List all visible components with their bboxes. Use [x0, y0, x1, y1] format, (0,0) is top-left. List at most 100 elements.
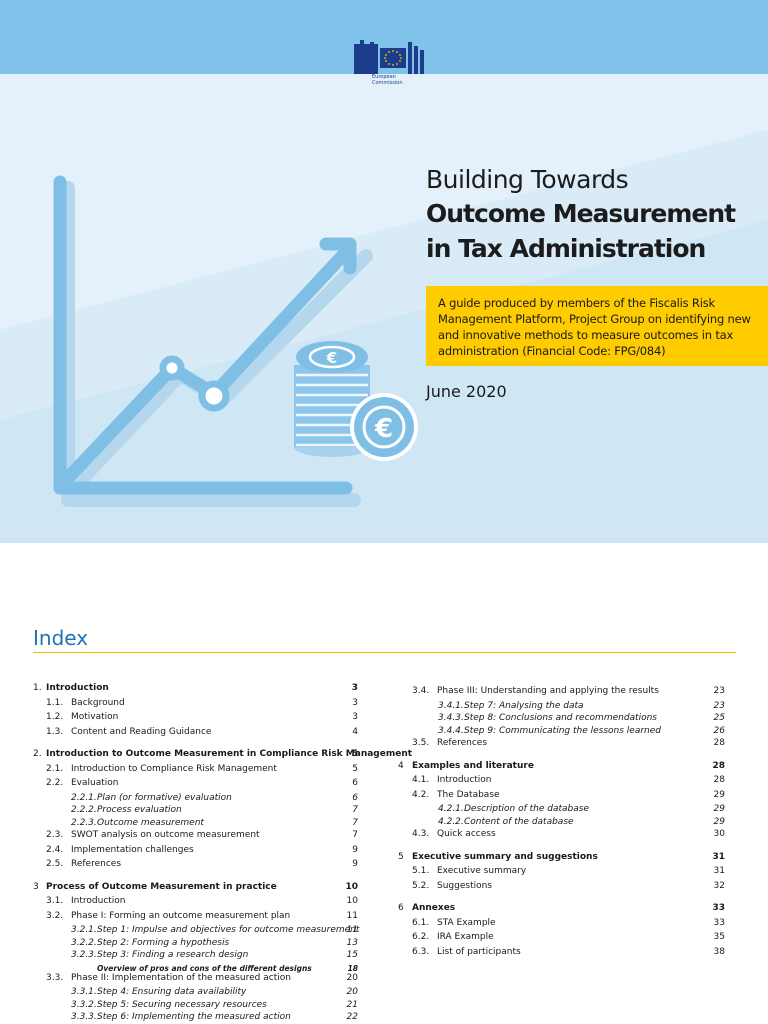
- toc-entry-number: 4.2.1.: [438, 804, 464, 814]
- toc-entry-page: 7: [352, 817, 358, 828]
- toc-entry-number: 3.2.2.: [71, 937, 97, 948]
- toc-entry-title: Step 2: Forming a hypothesis: [97, 937, 230, 948]
- toc-entry-number: 3.4.3.: [438, 713, 464, 723]
- toc-entry-page: 30: [713, 829, 725, 839]
- toc-entry-page: 3: [352, 697, 358, 708]
- toc-entry-number: 4.2.: [412, 789, 430, 800]
- toc-entry-page: 20: [346, 987, 358, 997]
- toc-entry-number: 2.3.: [46, 830, 64, 840]
- toc-entry-number: 4.3.: [412, 829, 430, 839]
- toc-entry-title: Phase III: Understanding and applying th…: [437, 686, 659, 696]
- toc-entry-number: 3.3.2.: [71, 999, 97, 1010]
- toc-entry-page: 15: [346, 950, 358, 960]
- eu-logo-text: European Commission: [372, 74, 403, 86]
- toc-entry-page: 3: [352, 712, 358, 722]
- toc-entry-number: 5: [398, 851, 404, 862]
- toc-entry-number: 1.3.: [46, 726, 64, 737]
- toc-entry-number: 3.3.3.: [71, 1012, 97, 1022]
- euro-coins-icon: € €: [294, 341, 418, 461]
- toc-entry-page: 13: [346, 937, 358, 948]
- toc-entry-title: SWOT analysis on outcome measurement: [71, 830, 260, 840]
- index-heading: Index: [33, 626, 89, 650]
- logo-line1: European: [372, 74, 396, 80]
- toc-entry-number: 2.4.: [46, 844, 64, 855]
- toc-entry-page: 18: [347, 963, 358, 973]
- toc-entry-page: 9: [352, 859, 358, 869]
- toc-entry-title: Overview of pros and cons of the differe…: [97, 963, 312, 973]
- toc-entry-page: 23: [713, 686, 725, 696]
- toc-entry-page: 26: [713, 725, 725, 736]
- toc-entry-number: 2.5.: [46, 859, 64, 869]
- toc-entry-number: 3.3.: [46, 972, 64, 983]
- toc-entry-title: Content of the database: [464, 816, 574, 827]
- svg-text:€: €: [326, 349, 337, 367]
- toc-entry-page: 33: [713, 917, 725, 928]
- toc-entry-title: Step 9: Communicating the lessons learne…: [464, 725, 661, 736]
- toc-entry-title: Introduction: [46, 683, 109, 693]
- toc-entry-number: 3: [33, 881, 39, 892]
- toc-entry-title: Executive summary and suggestions: [412, 851, 598, 862]
- eu-flag-icon: [354, 40, 424, 74]
- toc-entry-page: 5: [352, 763, 358, 774]
- toc-entry-title: Outcome measurement: [97, 817, 204, 828]
- toc-entry-number: 2.2.3.: [71, 817, 97, 828]
- toc-entry-title: Quick access: [437, 829, 496, 839]
- toc-entry-title: Step 5: Securing necessary resources: [97, 999, 267, 1010]
- toc-entry-number: 1.: [33, 683, 42, 693]
- toc-entry-number: 3.2.3.: [71, 950, 97, 960]
- toc-entry-number: 6.3.: [412, 946, 430, 957]
- toc-entry-title: Introduction: [71, 896, 126, 906]
- toc-entry-page: 7: [352, 805, 358, 815]
- toc-entry-title: Step 6: Implementing the measured action: [97, 1012, 291, 1022]
- toc-entry-number: 2.: [33, 749, 42, 759]
- cover-hero: European Commission: [0, 0, 768, 543]
- toc-entry-number: 1.2.: [46, 712, 64, 722]
- toc-entry-number: 4: [398, 760, 404, 771]
- publication-date: June 2020: [426, 382, 507, 401]
- toc-entry-page: 11: [346, 925, 358, 935]
- toc-entry-page: 32: [713, 880, 725, 891]
- title-line2: Outcome Measurement: [426, 199, 736, 228]
- toc-entry-title: Content and Reading Guidance: [71, 726, 212, 737]
- toc-entry-title: Executive summary: [437, 866, 527, 876]
- toc-entry-title: Suggestions: [437, 880, 492, 891]
- toc-entry-page: 6: [352, 792, 358, 803]
- toc-entry-page: 28: [713, 775, 725, 785]
- toc-entry-number: 3.1.: [46, 896, 64, 906]
- toc-entry-title: Step 3: Finding a research design: [97, 950, 249, 960]
- toc-entry-number: 3.2.: [46, 910, 64, 921]
- toc-entry-number: 3.4.4.: [438, 725, 464, 736]
- toc-entry-title: Step 4: Ensuring data availability: [97, 987, 247, 997]
- toc-entry-page: 4: [352, 726, 358, 737]
- toc-entry-title: Plan (or formative) evaluation: [97, 792, 232, 803]
- toc-entry-number: 2.2.2.: [71, 805, 97, 815]
- toc-entry-title: Introduction: [437, 775, 492, 785]
- growth-chart-icon: [53, 175, 373, 507]
- toc-entry-page: 10: [346, 896, 358, 906]
- toc-entry-title: STA Example: [437, 917, 496, 928]
- toc-entry-title: References: [71, 859, 122, 869]
- toc-entry-page: 10: [345, 881, 358, 892]
- toc-entry-page: 6: [352, 778, 358, 788]
- toc-entry-page: 28: [713, 738, 725, 748]
- toc-entry-number: 3.3.1.: [71, 987, 97, 997]
- toc-entry-page: 3: [351, 683, 358, 693]
- toc-entry-title: Implementation challenges: [71, 844, 194, 855]
- logo-line2: Commission: [372, 80, 403, 86]
- toc-entry-title: Step 8: Conclusions and recommendations: [464, 713, 657, 723]
- toc-entry-title: Step 1: Impulse and objectives for outco…: [97, 925, 360, 935]
- toc-entry-page: 38: [713, 946, 725, 957]
- toc-entry-number: 6.1.: [412, 917, 430, 928]
- toc-entry-title: Process evaluation: [97, 805, 182, 815]
- subtitle-text: A guide produced by members of the Fisca…: [438, 296, 751, 358]
- toc-entry-number: 6: [398, 903, 404, 913]
- toc-entry-title: Process of Outcome Measurement in practi…: [46, 881, 277, 892]
- toc-entry-number: 2.2.1.: [71, 792, 97, 803]
- toc-entry-page: 22: [346, 1012, 358, 1022]
- svg-text:€: €: [374, 414, 393, 444]
- toc-entry-page: 31: [713, 866, 725, 876]
- toc-entry-title: Phase II: Implementation of the measured…: [71, 972, 291, 983]
- title-line1: Building Towards: [426, 165, 629, 194]
- toc-entry-title: Description of the database: [464, 804, 590, 814]
- title-line3: in Tax Administration: [426, 234, 706, 263]
